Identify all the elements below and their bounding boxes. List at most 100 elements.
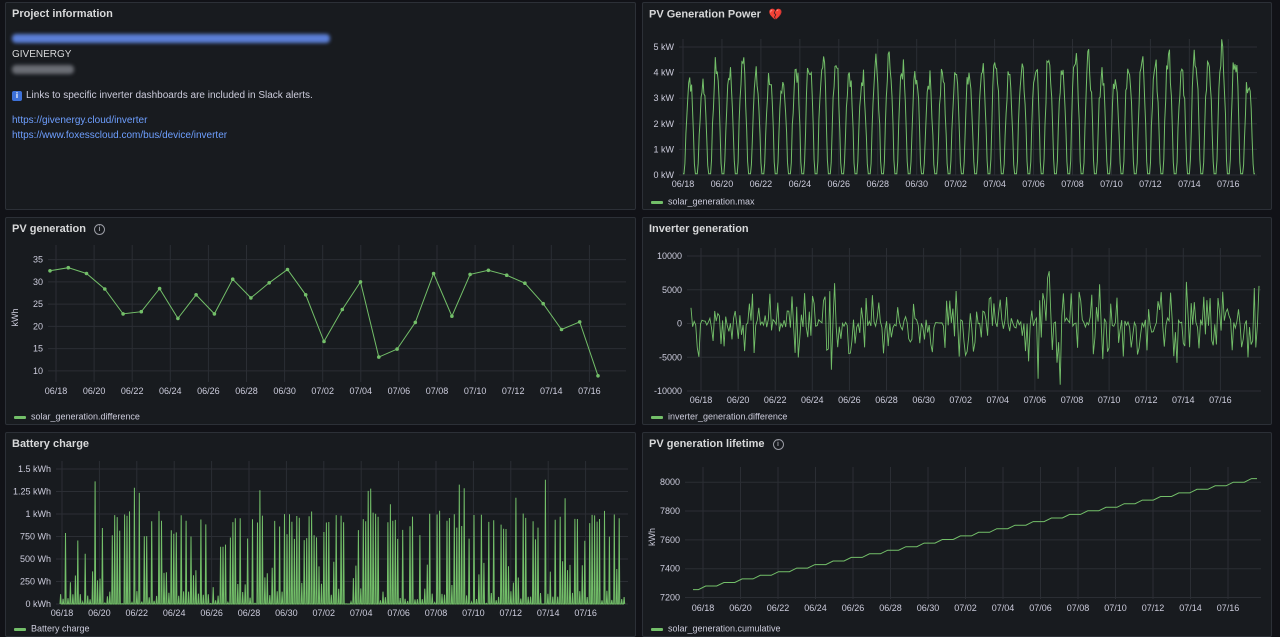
x-tick-label: 06/26 (828, 179, 851, 189)
pv-generation-panel: PV generation i 10 15 20 25 30 35 06/18 06/20 06/… (5, 217, 636, 425)
data-point (212, 312, 217, 316)
data-point (377, 355, 381, 359)
data-point (66, 265, 71, 270)
legend-item[interactable]: solar_generation.max (651, 196, 755, 207)
data-point (486, 268, 491, 273)
data-point (468, 272, 472, 277)
data-point (103, 287, 107, 291)
y-tick-label: 0 (677, 319, 682, 329)
x-tick-label: 07/14 (1178, 179, 1201, 189)
x-tick-label: 07/06 (1022, 179, 1045, 189)
givenergy-link[interactable]: https://givenergy.cloud/inverter (12, 115, 148, 126)
broken-heart-icon[interactable]: 💔 (768, 9, 783, 21)
panel-title: PV Generation Power 💔 (649, 8, 783, 22)
legend-item[interactable]: solar_generation.cumulative (651, 623, 781, 634)
x-tick-label: 06/26 (838, 395, 861, 405)
y-tick-label: 5000 (662, 285, 682, 295)
series-line (693, 478, 1257, 591)
inverter-generation-chart: -10000 -5000 0 5000 10000 06/18 06/20 06/22 06/2… (654, 248, 1261, 405)
x-tick-label: 06/30 (912, 395, 935, 405)
x-tick-label: 06/30 (273, 386, 296, 396)
y-tick-label: 0 kW (653, 170, 674, 180)
data-point (157, 286, 162, 291)
data-point (395, 347, 399, 351)
x-tick-label: 07/16 (1209, 395, 1232, 405)
x-tick-label: 07/06 (387, 608, 410, 618)
y-tick-label: 7800 (660, 506, 680, 516)
x-tick-label: 07/06 (388, 386, 411, 396)
legend-item[interactable]: Battery charge (14, 623, 90, 634)
y-tick-label: 1.25 kWh (13, 487, 51, 497)
x-tick-label: 06/20 (711, 179, 734, 189)
info-icon[interactable]: i (772, 438, 784, 450)
y-tick-label: 15 (33, 344, 43, 354)
y-tick-label: 1.5 kWh (18, 464, 51, 474)
y-tick-label: 7600 (660, 535, 680, 545)
x-tick-label: 07/04 (983, 179, 1006, 189)
data-point (267, 281, 272, 285)
x-tick-label: 07/14 (1172, 395, 1195, 405)
y-tick-label: 3 kW (653, 93, 674, 103)
x-tick-label: 06/26 (200, 608, 223, 618)
data-point (541, 301, 545, 306)
legend-item[interactable]: inverter_generation.difference (651, 411, 787, 422)
panel-title: PV generation i (12, 223, 105, 235)
x-tick-label: 06/26 (197, 386, 220, 396)
data-point (139, 309, 144, 314)
pv-lifetime-panel: PV generation lifetime i 7200 7400 7600 7800… (642, 432, 1272, 637)
x-tick-label: 07/12 (500, 608, 523, 618)
info-icon[interactable]: i (93, 223, 105, 235)
x-tick-label: 07/06 (1024, 395, 1047, 405)
x-tick-label: 06/18 (690, 395, 713, 405)
y-tick-label: 30 (33, 277, 43, 287)
x-tick-label: 07/16 (1217, 603, 1240, 613)
y-tick-label: 1 kWh (25, 509, 51, 519)
data-point (431, 271, 436, 276)
x-tick-label: 07/14 (540, 386, 563, 396)
x-tick-label: 07/06 (1029, 603, 1052, 613)
x-tick-label: 07/04 (992, 603, 1015, 613)
x-tick-label: 07/14 (537, 608, 560, 618)
project-info-panel: Project information GIVENERGY i Links to … (5, 2, 636, 210)
x-tick-label: 06/28 (875, 395, 898, 405)
foxesscloud-link[interactable]: https://www.foxesscloud.com/bus/device/i… (12, 130, 228, 141)
x-tick-label: 06/20 (88, 608, 111, 618)
x-tick-label: 06/22 (767, 603, 790, 613)
x-tick-label: 06/20 (729, 603, 752, 613)
y-tick-label: 2 kW (653, 119, 674, 129)
x-tick-label: 07/02 (313, 608, 336, 618)
y-tick-label: 8000 (660, 477, 680, 487)
data-point (249, 296, 253, 300)
data-point (48, 269, 52, 273)
x-tick-label: 06/18 (45, 386, 68, 396)
x-tick-label: 07/08 (425, 608, 448, 618)
inverter-generation-panel: Inverter generation -10000 -5000 0 5000 1000… (642, 217, 1272, 425)
data-point (285, 267, 290, 272)
x-tick-label: 06/26 (842, 603, 865, 613)
x-tick-label: 06/30 (917, 603, 940, 613)
x-tick-label: 07/10 (1098, 395, 1121, 405)
x-tick-label: 06/24 (804, 603, 827, 613)
data-point (413, 320, 418, 325)
x-tick-label: 06/24 (789, 179, 812, 189)
pv-power-chart: 0 kW 1 kW 2 kW 3 kW 4 kW 5 kW 06/18 06/20 06/22 0… (653, 39, 1257, 189)
panel-title: Inverter generation (649, 223, 749, 236)
data-point (504, 273, 509, 277)
legend-item[interactable]: solar_generation.difference (14, 411, 140, 422)
x-tick-label: 06/22 (750, 179, 773, 189)
y-tick-label: 10000 (657, 251, 682, 261)
data-point (121, 312, 125, 316)
x-tick-label: 06/24 (801, 395, 824, 405)
data-point (450, 314, 454, 318)
x-tick-label: 06/28 (879, 603, 902, 613)
x-tick-label: 07/12 (1142, 603, 1165, 613)
data-point (84, 271, 89, 276)
x-tick-label: 07/02 (954, 603, 977, 613)
info-square-icon: i (12, 91, 22, 101)
y-axis-label: kWh (10, 309, 20, 327)
x-tick-label: 07/12 (1135, 395, 1158, 405)
y-tick-label: 0 kWh (25, 599, 51, 609)
x-tick-label: 07/04 (350, 386, 373, 396)
slack-note: Links to specific inverter dashboards ar… (26, 90, 313, 101)
x-tick-label: 07/10 (464, 386, 487, 396)
